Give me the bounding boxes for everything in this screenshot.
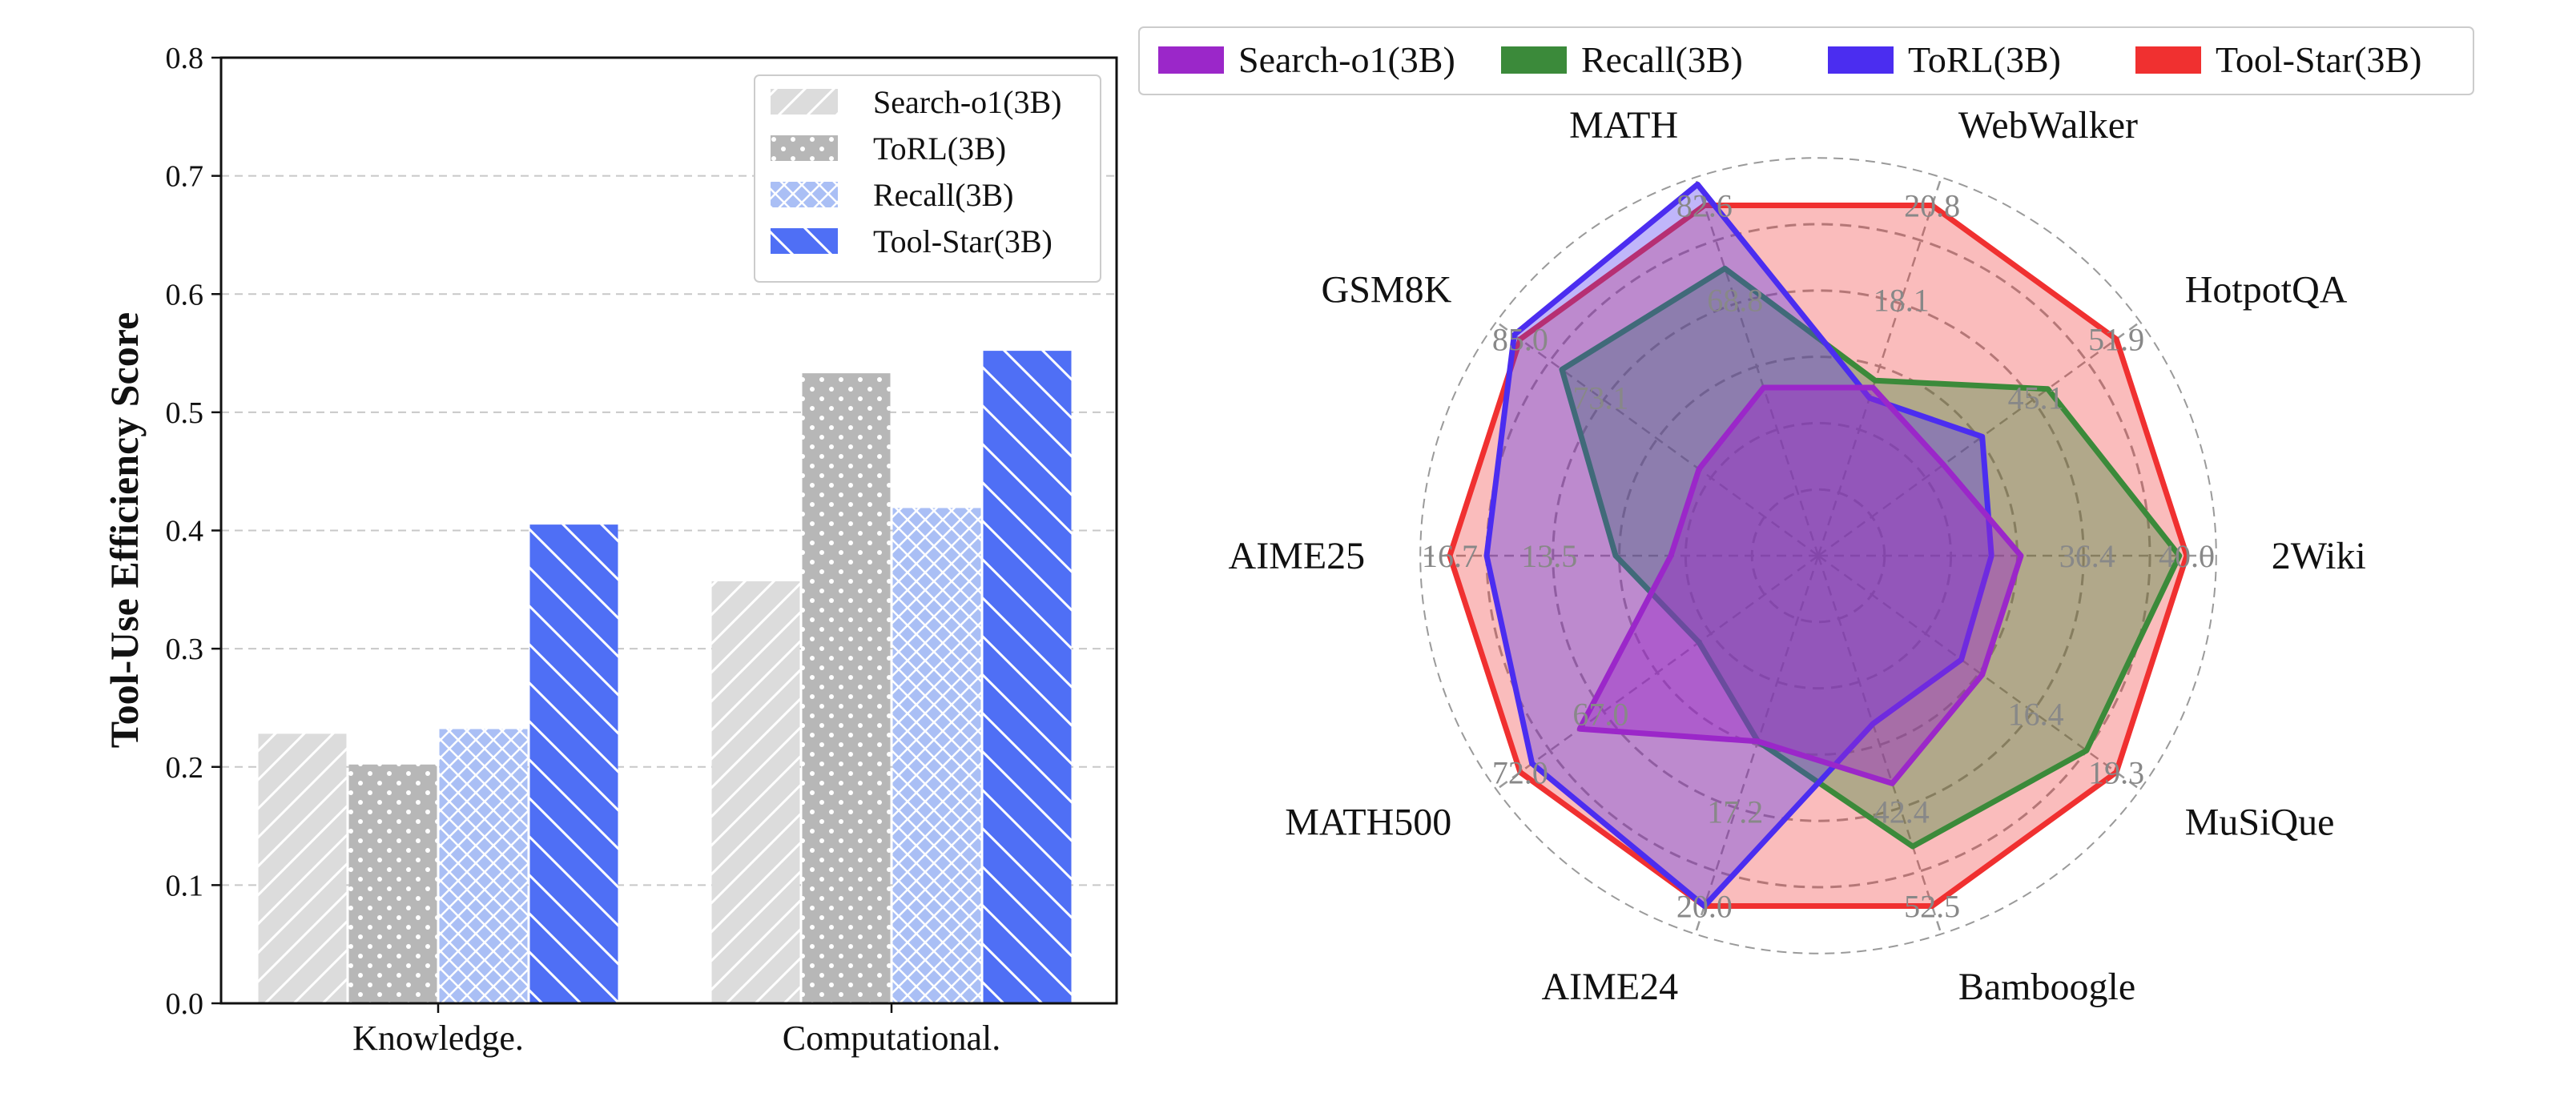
y-tick-label: 0.6 — [166, 278, 204, 311]
y-tick-label: 0.5 — [166, 396, 204, 430]
radar-tick-gsm8k: 85.0 — [1492, 322, 1548, 358]
radar-tick-webwalker: 20.8 — [1904, 188, 1960, 224]
bar-chart: 0.0 0.1 0.2 0.3 0.4 0.5 0.6 0.7 0.8 Knowledge. Co… — [102, 42, 1118, 1058]
radar-series-search-o1-3b — [1576, 384, 2024, 786]
y-tick-label: 0.2 — [166, 751, 204, 785]
bar-torl-3b-knowledge — [348, 764, 437, 1003]
bar-y-ticks: 0.0 0.1 0.2 0.3 0.4 0.5 0.6 0.7 0.8 — [166, 42, 221, 1021]
radar-tick-musique: 19.3 — [2088, 754, 2144, 790]
radar-legend-label-torl-3b: ToRL(3B) — [1908, 39, 2061, 80]
x-tick-label-knowledge: Knowledge. — [352, 1019, 524, 1058]
radar-axis-labels: 2Wiki HotpotQA WebWalker MATH GSM8K AIME25 MAT… — [1229, 104, 2366, 1008]
radar-tick-aime24: 17.2 — [1707, 794, 1763, 830]
bar-recall-3b-knowledge — [439, 729, 528, 1003]
bar-y-axis-label: Tool-Use Efficiency Score — [102, 312, 147, 748]
bar-search-o1-3b-knowledge — [258, 733, 347, 1003]
radar-tick-math500: 72.0 — [1492, 754, 1548, 790]
radar-spoke — [1495, 554, 1819, 791]
radar-tick-gsm8k: 73.1 — [1572, 380, 1628, 416]
radar-axis-label-webwalker: WebWalker — [1958, 104, 2138, 147]
radar-tick-bamboogle: 42.4 — [1874, 794, 1930, 830]
radar-legend-label-tool-star-3b: Tool-Star(3B) — [2216, 39, 2421, 80]
radar-spoke — [1817, 555, 1942, 934]
radar-axis-label-math: MATH — [1569, 104, 1678, 147]
legend-label-recall-3b: Recall(3B) — [873, 177, 1014, 213]
y-tick-label: 0.7 — [166, 160, 204, 194]
radar-spoke — [1495, 320, 1819, 557]
y-tick-label: 0.3 — [166, 633, 204, 666]
bar-tool-star-3b-knowledge — [529, 524, 618, 1003]
bar-legend-frame — [754, 74, 1101, 283]
radar-tick-aime25: 13.5 — [1521, 538, 1577, 574]
legend-swatch-tool-star-3b — [771, 228, 838, 254]
radar-tick-labels: 36.4 40.0 45.1 51.9 18.1 20.8 68.8 82.6 73.1 85.0… — [1422, 188, 2215, 925]
radar-spoke — [1694, 177, 1820, 557]
radar-tick-musique: 16.4 — [2008, 696, 2064, 732]
bar-torl-3b-computational — [802, 373, 891, 1003]
radar-axis-label-2wiki: 2Wiki — [2272, 535, 2366, 577]
legend-swatch-search-o1-3b — [771, 89, 838, 115]
radar-spoke — [1694, 555, 1820, 934]
y-tick-label: 0.1 — [166, 869, 204, 902]
legend-swatch-torl-3b — [771, 135, 838, 161]
y-tick-label: 0.0 — [166, 987, 204, 1021]
legend-swatch-recall-3b — [771, 182, 838, 207]
radar-tick-2wiki: 40.0 — [2159, 538, 2215, 574]
radar-legend-label-search-o1-3b: Search-o1(3B) — [1238, 39, 1455, 80]
radar-axis-label-math500: MATH500 — [1285, 802, 1451, 844]
bar-tool-star-3b-computational — [983, 351, 1072, 1003]
radar-legend-label-recall-3b: Recall(3B) — [1581, 39, 1743, 80]
radar-legend-swatch-recall-3b — [1501, 46, 1567, 74]
radar-legend-swatch-tool-star-3b — [2135, 46, 2201, 74]
legend-label-torl-3b: ToRL(3B) — [873, 131, 1006, 167]
legend-label-tool-star-3b: Tool-Star(3B) — [873, 223, 1053, 259]
x-tick-label-computational: Computational. — [783, 1019, 1001, 1058]
radar-spoke — [1817, 320, 2141, 557]
radar-spoke — [1817, 554, 2141, 791]
radar-axis-label-bamboogle: Bamboogle — [1958, 966, 2135, 1008]
bar-series — [258, 351, 1072, 1003]
radar-axis-label-gsm8k: GSM8K — [1322, 268, 1452, 311]
radar-grid — [1419, 157, 2217, 954]
radar-tick-bamboogle: 52.5 — [1904, 888, 1960, 924]
radar-tick-2wiki: 36.4 — [2059, 538, 2115, 574]
radar-tick-math500: 67.0 — [1572, 696, 1628, 732]
radar-tick-hotpotqa: 51.9 — [2088, 322, 2144, 358]
radar-axis-label-aime24: AIME24 — [1542, 966, 1679, 1008]
radar-tick-webwalker: 18.1 — [1874, 283, 1930, 319]
radar-grid-circle — [1419, 157, 2217, 954]
y-tick-label: 0.4 — [166, 515, 204, 548]
bar-x-ticks: Knowledge. Computational. — [352, 1003, 1000, 1058]
radar-legend-frame — [1138, 26, 2474, 95]
radar-legend-swatch-torl-3b — [1828, 46, 1894, 74]
radar-series-recall-3b — [1559, 265, 2183, 850]
radar-tick-math: 82.6 — [1676, 188, 1733, 224]
legend-label-search-o1-3b: Search-o1(3B) — [873, 84, 1061, 120]
radar-axis-label-aime25: AIME25 — [1229, 535, 1366, 577]
radar-tick-aime24: 20.0 — [1676, 888, 1733, 924]
bar-legend: Search-o1(3B) ToRL(3B) Recall(3B) Tool-Star… — [754, 74, 1101, 283]
radar-tick-hotpotqa: 45.1 — [2008, 380, 2064, 416]
radar-legend-swatch-search-o1-3b — [1158, 46, 1224, 74]
radar-series — [1447, 181, 2190, 909]
radar-chart: Search-o1(3B) Recall(3B) ToRL(3B) Tool-Star… — [1138, 26, 2474, 1008]
radar-tick-math: 68.8 — [1707, 283, 1763, 319]
bar-search-o1-3b-computational — [711, 581, 800, 1003]
radar-spoke — [1817, 177, 1942, 557]
radar-tick-aime25: 16.7 — [1422, 538, 1478, 574]
radar-legend: Search-o1(3B) Recall(3B) ToRL(3B) Tool-Star… — [1138, 26, 2474, 95]
radar-axis-label-hotpotqa: HotpotQA — [2185, 268, 2348, 311]
y-tick-label: 0.8 — [166, 42, 204, 75]
radar-axis-label-musique: MuSiQue — [2185, 802, 2335, 844]
radar-series-torl-3b — [1483, 181, 1994, 909]
bar-recall-3b-computational — [892, 508, 981, 1003]
